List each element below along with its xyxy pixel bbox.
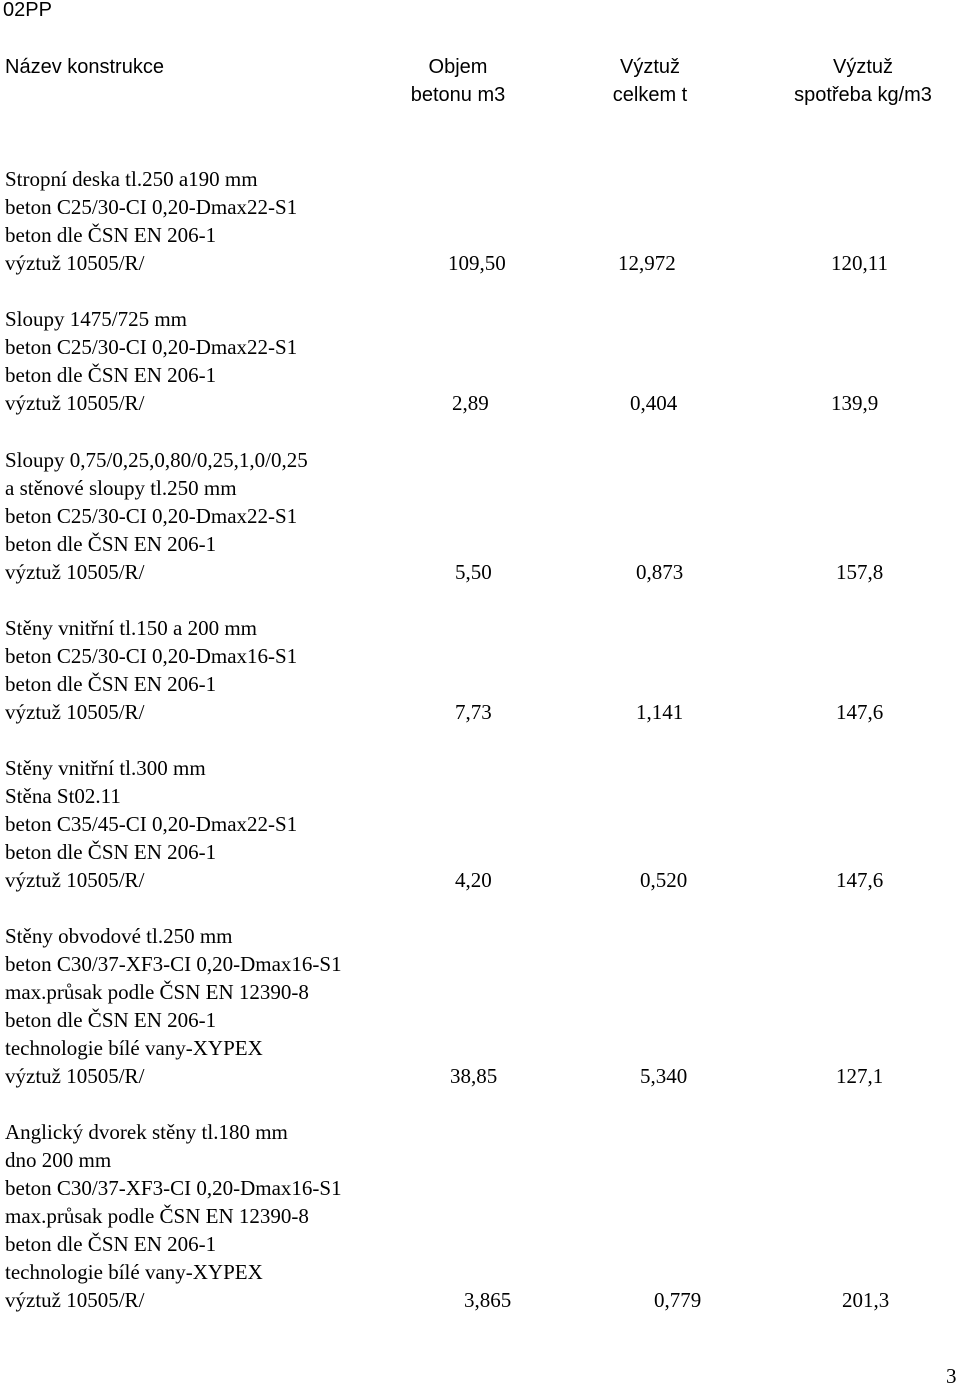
item-description-line: výztuž 10505/R/ [5, 1288, 145, 1312]
concrete-volume: 7,73 [455, 700, 492, 724]
item-description-line: beton C25/30-CI 0,20-Dmax16-S1 [5, 644, 298, 668]
item-description-line: Stěny vnitřní tl.150 a 200 mm [5, 616, 257, 640]
rebar-total: 5,340 [640, 1064, 688, 1088]
page-number: 3 [946, 1364, 957, 1388]
item-description-line: max.průsak podle ČSN EN 12390-8 [5, 980, 309, 1004]
column-header-rebar-total-line1: Výztuž [619, 56, 681, 78]
rebar-total: 0,873 [636, 560, 684, 584]
item-description-line: a stěnové sloupy tl.250 mm [5, 476, 237, 500]
item-description-line: Stěna St02.11 [5, 784, 121, 808]
column-header-rebar-usage-line1: Výztuž [832, 56, 894, 78]
column-header-volume-line2: betonu m3 [410, 84, 506, 106]
concrete-volume: 38,85 [450, 1064, 498, 1088]
item-description-line: beton C25/30-CI 0,20-Dmax22-S1 [5, 335, 298, 359]
item-description-line: výztuž 10505/R/ [5, 391, 145, 415]
column-header-volume-line1: Objem [428, 56, 488, 78]
item-description-line: beton C30/37-XF3-CI 0,20-Dmax16-S1 [5, 952, 342, 976]
item-description-line: technologie bílé vany-XYPEX [5, 1036, 263, 1060]
item-description-line: beton dle ČSN EN 206-1 [5, 363, 217, 387]
concrete-volume: 109,50 [448, 251, 506, 275]
item-description-line: Stropní deska tl.250 a190 mm [5, 167, 258, 191]
item-description-line: technologie bílé vany-XYPEX [5, 1260, 263, 1284]
document-code: 02PP [3, 0, 52, 21]
item-description-line: Sloupy 0,75/0,25,0,80/0,25,1,0/0,25 [5, 448, 308, 472]
rebar-usage: 147,6 [836, 700, 884, 724]
rebar-total: 0,520 [640, 868, 688, 892]
column-header-name: Název konstrukce [5, 56, 164, 78]
item-description-line: výztuž 10505/R/ [5, 560, 145, 584]
column-header-rebar-total-line2: celkem t [612, 84, 688, 106]
rebar-total: 0,779 [654, 1288, 702, 1312]
item-description-line: beton C25/30-CI 0,20-Dmax22-S1 [5, 195, 298, 219]
item-description-line: dno 200 mm [5, 1148, 112, 1172]
column-header-rebar-usage-line2: spotřeba kg/m3 [794, 84, 932, 106]
item-description-line: max.průsak podle ČSN EN 12390-8 [5, 1204, 309, 1228]
rebar-usage: 157,8 [836, 560, 884, 584]
concrete-volume: 4,20 [455, 868, 492, 892]
item-description-line: beton dle ČSN EN 206-1 [5, 840, 217, 864]
item-description-line: Anglický dvorek stěny tl.180 mm [5, 1120, 288, 1144]
item-description-line: beton dle ČSN EN 206-1 [5, 1232, 217, 1256]
rebar-usage: 147,6 [836, 868, 884, 892]
item-description-line: beton dle ČSN EN 206-1 [5, 223, 217, 247]
item-description-line: Stěny obvodové tl.250 mm [5, 924, 233, 948]
rebar-usage: 201,3 [842, 1288, 890, 1312]
concrete-volume: 5,50 [455, 560, 492, 584]
rebar-usage: 127,1 [836, 1064, 884, 1088]
item-description-line: beton dle ČSN EN 206-1 [5, 1008, 217, 1032]
item-description-line: beton dle ČSN EN 206-1 [5, 672, 217, 696]
item-description-line: beton C35/45-CI 0,20-Dmax22-S1 [5, 812, 298, 836]
item-description-line: výztuž 10505/R/ [5, 700, 145, 724]
rebar-total: 1,141 [636, 700, 684, 724]
rebar-total: 12,972 [618, 251, 676, 275]
item-description-line: výztuž 10505/R/ [5, 251, 145, 275]
item-description-line: beton C30/37-XF3-CI 0,20-Dmax16-S1 [5, 1176, 342, 1200]
item-description-line: Sloupy 1475/725 mm [5, 307, 188, 331]
item-description-line: Stěny vnitřní tl.300 mm [5, 756, 206, 780]
concrete-volume: 2,89 [452, 391, 489, 415]
rebar-usage: 120,11 [831, 251, 888, 275]
item-description-line: výztuž 10505/R/ [5, 1064, 145, 1088]
item-description-line: beton dle ČSN EN 206-1 [5, 532, 217, 556]
rebar-total: 0,404 [630, 391, 678, 415]
item-description-line: výztuž 10505/R/ [5, 868, 145, 892]
item-description-line: beton C25/30-CI 0,20-Dmax22-S1 [5, 504, 298, 528]
rebar-usage: 139,9 [831, 391, 879, 415]
concrete-volume: 3,865 [464, 1288, 512, 1312]
